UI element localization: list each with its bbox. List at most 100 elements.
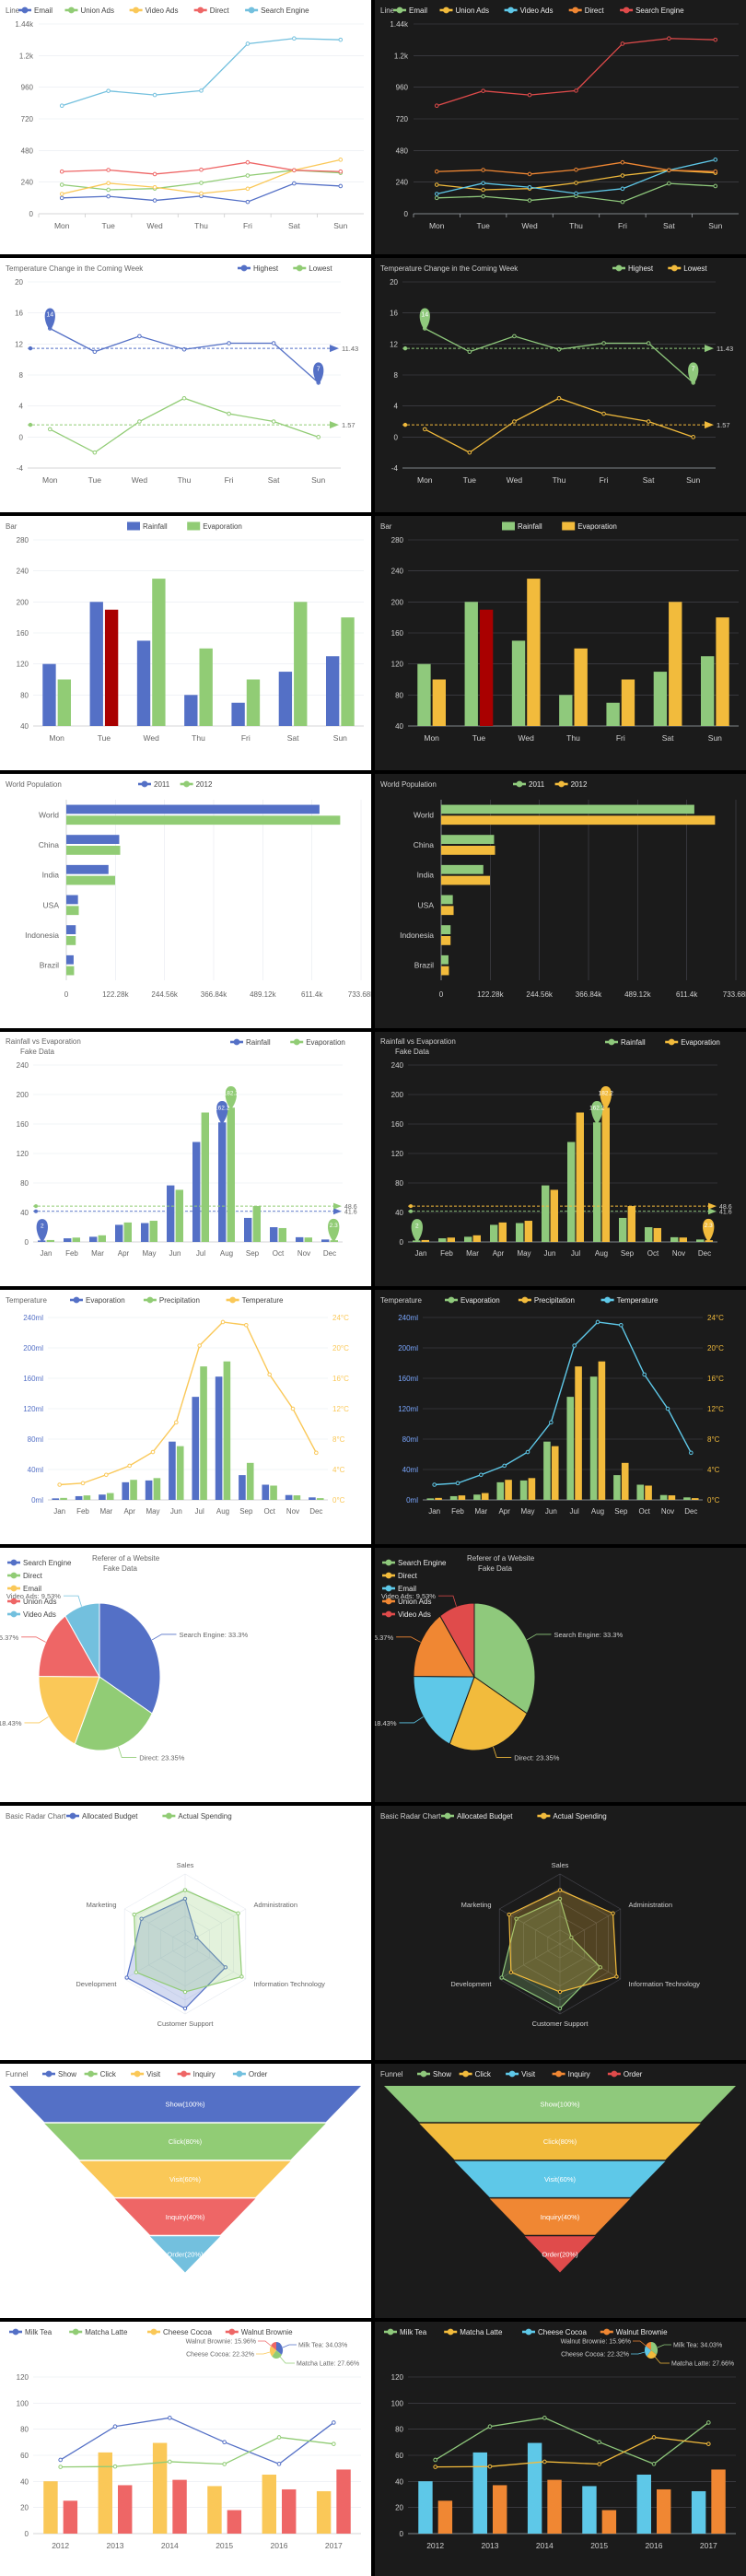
pie-slice-video-ads[interactable]	[64, 1602, 100, 1679]
bar-cheese-cocoa-2016	[636, 2474, 651, 2534]
bar-Rainfall-Oct	[645, 1227, 653, 1242]
legend-1-dot	[293, 1038, 300, 1046]
radar-indicator-3: Customer Support	[157, 2020, 215, 2028]
data-point	[434, 195, 439, 201]
y-tick: 4	[394, 403, 399, 411]
radar-axis	[559, 1943, 621, 1980]
pie-slice-search-engine[interactable]	[473, 1602, 536, 1715]
x-tick: May	[146, 1507, 159, 1516]
data-point	[706, 2441, 711, 2446]
panel-basic-radar-light[interactable]: Basic Radar Chart Allocated Budget Actual …	[0, 1806, 371, 2060]
radar-series-1	[508, 1889, 618, 1993]
legend-0-label: Milk Tea	[25, 2328, 52, 2336]
x-tick: Jan	[428, 1507, 440, 1516]
panel-funnel-dark[interactable]: Funnel Show Click Visit Inquiry Order Show(100…	[375, 2064, 746, 2318]
data-point	[479, 1472, 484, 1478]
x-tick: Nov	[672, 1249, 685, 1258]
x-tick: Mar	[99, 1507, 112, 1516]
funnel-segment-click[interactable]	[44, 2123, 326, 2160]
y-tick: 20	[20, 2504, 29, 2512]
markline-label: 41.6	[719, 1210, 732, 1216]
y-tick-right: 0°C	[332, 1496, 345, 1505]
funnel-segment-visit[interactable]	[79, 2160, 291, 2197]
pie-slice-search-engine[interactable]	[99, 1602, 161, 1715]
funnel-segment-inquiry[interactable]	[489, 2198, 631, 2235]
funnel-segment-show[interactable]	[384, 2086, 736, 2123]
panel-basic-bar-light[interactable]: Bar Rainfall Evaporation 280 240 200 160 120 80 4…	[0, 516, 371, 770]
data-point	[512, 334, 517, 339]
data-point	[174, 1420, 179, 1425]
pie-slice-video-ads[interactable]	[439, 1602, 475, 1679]
markline-start	[34, 1204, 38, 1209]
x-tick: 2014	[536, 2541, 554, 2550]
panel-mixed-temperature-dark[interactable]: Temperature Evaporation Precipitation Tempe…	[375, 1290, 746, 1544]
pie-slice-direct[interactable]	[74, 1676, 153, 1751]
legend-4-dot	[623, 6, 630, 14]
pie-slice-union-ads[interactable]	[413, 1615, 475, 1678]
panel-referer-pie-dark[interactable]: Referer of a Website Fake Data Search Engi…	[375, 1548, 746, 1802]
markline-label: 41.6	[344, 1210, 357, 1216]
panel-temperature-change-light[interactable]: Temperature Change in the Coming Week Hig…	[0, 258, 371, 512]
y-tick: 120	[17, 1150, 29, 1158]
data-point	[527, 198, 532, 203]
funnel-segment-click[interactable]	[419, 2123, 701, 2160]
y-tick: 480	[21, 146, 34, 155]
pie-slice-union-ads[interactable]	[38, 1615, 100, 1678]
panel-referer-pie-light[interactable]: Referer of a Website Fake Data Search Engi…	[0, 1548, 371, 1802]
data-point	[487, 2424, 493, 2429]
series-line-4	[62, 38, 341, 107]
funnel-label-4: Order(20%)	[167, 2251, 204, 2259]
panel-world-population-light[interactable]: World Population 2011 2012 0 122.28k 244.56k 3…	[0, 774, 371, 1028]
funnel-segment-order[interactable]	[524, 2236, 596, 2273]
bar-Evaporation-Feb	[72, 1237, 80, 1242]
bar-Rainfall-Apr	[490, 1224, 498, 1242]
bar-Precipitation-Feb	[458, 1495, 466, 1500]
pie-slice-direct[interactable]	[449, 1676, 528, 1751]
bar-Evaporation-Aug	[227, 1107, 235, 1242]
panel-drinks-mixed-light[interactable]: Milk Tea Matcha Latte Cheese Cocoa Walnut B…	[0, 2322, 371, 2576]
legend-3-dot	[10, 1598, 17, 1605]
funnel-segment-visit[interactable]	[454, 2160, 666, 2197]
bar-Precipitation-Oct	[645, 1485, 652, 1500]
legend-0-label: Rainfall	[621, 1038, 646, 1047]
bar-evaporation-6	[716, 617, 729, 726]
bar-Evaporation-Mar	[98, 1235, 106, 1242]
inset-label-line	[256, 2351, 271, 2355]
legend-1-label: Matcha Latte	[85, 2328, 128, 2336]
panel-rainfall-evaporation-dark[interactable]: Rainfall vs Evaporation Fake Data Rainfall…	[375, 1032, 746, 1286]
pie-label-line	[526, 1633, 552, 1641]
data-point	[434, 103, 439, 108]
x-tick: 2014	[161, 2541, 179, 2550]
data-point	[557, 1888, 563, 1892]
panel-rainfall-evaporation-light[interactable]: Rainfall vs Evaporation Fake Data Rainfall…	[0, 1032, 371, 1286]
panel-basic-bar-dark[interactable]: Bar Rainfall Evaporation 280 240 200 160 120 80 4…	[375, 516, 746, 770]
panel-mixed-temperature-light[interactable]: Temperature Evaporation Precipitation Tempe…	[0, 1290, 371, 1544]
x-tick: 2015	[590, 2541, 608, 2550]
panel-funnel-light[interactable]: Funnel Show Click Visit Inquiry Order Show(100…	[0, 2064, 371, 2318]
funnel-segment-order[interactable]	[149, 2236, 221, 2273]
data-point	[276, 2462, 282, 2466]
panel-stacked-line-light[interactable]: Line Email Union Ads Video Ads Direct Search …	[0, 0, 371, 254]
legend-3-label: Walnut Brownie	[616, 2328, 668, 2336]
data-point	[646, 341, 651, 345]
bar-2011-China	[441, 835, 495, 844]
y-tick-label: World	[39, 810, 59, 819]
x-tick: Sat	[662, 733, 674, 743]
funnel-segment-inquiry[interactable]	[114, 2198, 256, 2235]
pie-slice-email[interactable]	[413, 1676, 475, 1745]
panel-temperature-change-dark[interactable]: Temperature Change in the Coming Week Hig…	[375, 258, 746, 512]
x-tick: 244.56k	[526, 990, 553, 999]
y-tick-right: 0°C	[707, 1496, 720, 1505]
panel-stacked-line-dark[interactable]: Line Email Union Ads Video Ads Direct Search …	[375, 0, 746, 254]
bar-rainfall-0	[417, 663, 431, 726]
panel-world-population-dark[interactable]: World Population 2011 2012 0 122.28k 244.56k 3…	[375, 774, 746, 1028]
bar-cheese-cocoa-2012	[418, 2481, 433, 2534]
x-tick: Fri	[616, 733, 625, 743]
data-point	[239, 1974, 244, 1979]
funnel-segment-show[interactable]	[9, 2086, 361, 2123]
x-tick: Aug	[595, 1249, 608, 1258]
panel-drinks-mixed-dark[interactable]: Milk Tea Matcha Latte Cheese Cocoa Walnut B…	[375, 2322, 746, 2576]
panel-basic-radar-dark[interactable]: Basic Radar Chart Allocated Budget Actual …	[375, 1806, 746, 2060]
y-tick: 480	[396, 146, 409, 155]
pie-slice-email[interactable]	[38, 1676, 100, 1745]
